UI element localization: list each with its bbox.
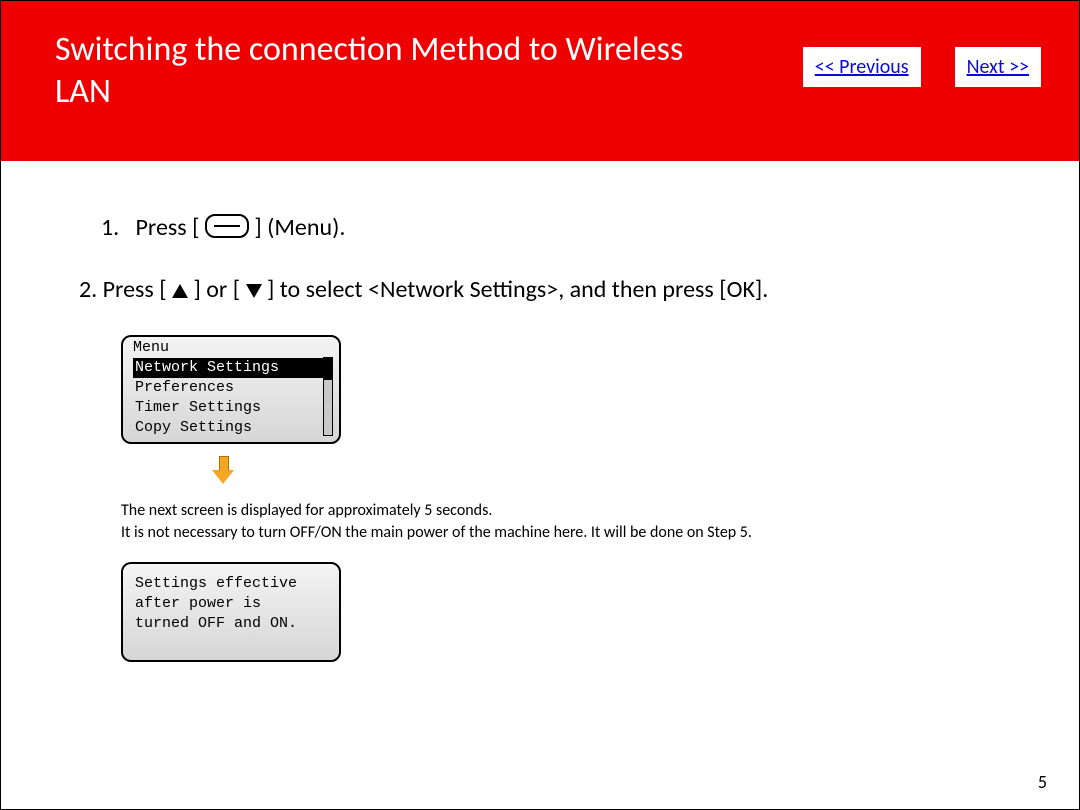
lcd-message-line: Settings effective [135,574,327,594]
step-1: 1. Press [ ] (Menu). [101,211,1019,245]
step-2: 2. Press [ ] or [ ] to select <Network S… [79,273,1019,307]
lcd-menu-row: Copy Settings [133,418,339,438]
up-arrow-icon [172,284,188,298]
lcd-menu-row: Timer Settings [133,398,339,418]
previous-button[interactable]: << Previous [803,47,921,87]
step-1-prefix: Press [ [136,213,200,242]
note-text: The next screen is displayed for approxi… [121,500,941,544]
lcd-menu-title: Menu [133,339,339,358]
arrow-head [212,470,234,484]
step-2-c: ] to select <Network Settings>, and then… [267,275,768,304]
page-title: Switching the connection Method to Wirel… [55,29,695,113]
lcd-menu-row: Preferences [133,378,339,398]
lcd-message-inner: Settings effective after power is turned… [123,564,339,644]
lcd-menu-row: Network Settings [133,358,323,378]
lcd-message-line: turned OFF and ON. [135,614,327,634]
down-arrow-graphic [215,456,231,482]
step-1-num: 1. [101,213,119,242]
content: 1. Press [ ] (Menu). 2. Press [ ] or [ ]… [1,161,1079,662]
step-2-a: 2. Press [ [79,275,167,304]
page: Switching the connection Method to Wirel… [0,0,1080,810]
step-2-wrap: 2. Press [ ] or [ ] to select <Network S… [79,273,1019,662]
lcd-message-screen: Settings effective after power is turned… [121,562,341,662]
lcd-message-line: after power is [135,594,327,614]
note-line-1: The next screen is displayed for approxi… [121,500,941,522]
step-1-suffix: ] (Menu). [254,213,345,242]
lcd-menu-inner: Menu Network Settings Preferences Timer … [123,337,339,442]
note-line-2: It is not necessary to turn OFF/ON the m… [121,522,941,544]
lcd-menu-screen: Menu Network Settings Preferences Timer … [121,335,341,444]
nav-buttons: << Previous Next >> [803,47,1041,87]
menu-button-icon [205,214,249,238]
lcd-scrollbar [323,357,333,436]
page-number: 5 [1038,771,1047,793]
step-2-b: ] or [ [193,275,240,304]
down-arrow-icon [246,284,262,298]
header: Switching the connection Method to Wirel… [1,1,1079,161]
next-button[interactable]: Next >> [955,47,1041,87]
